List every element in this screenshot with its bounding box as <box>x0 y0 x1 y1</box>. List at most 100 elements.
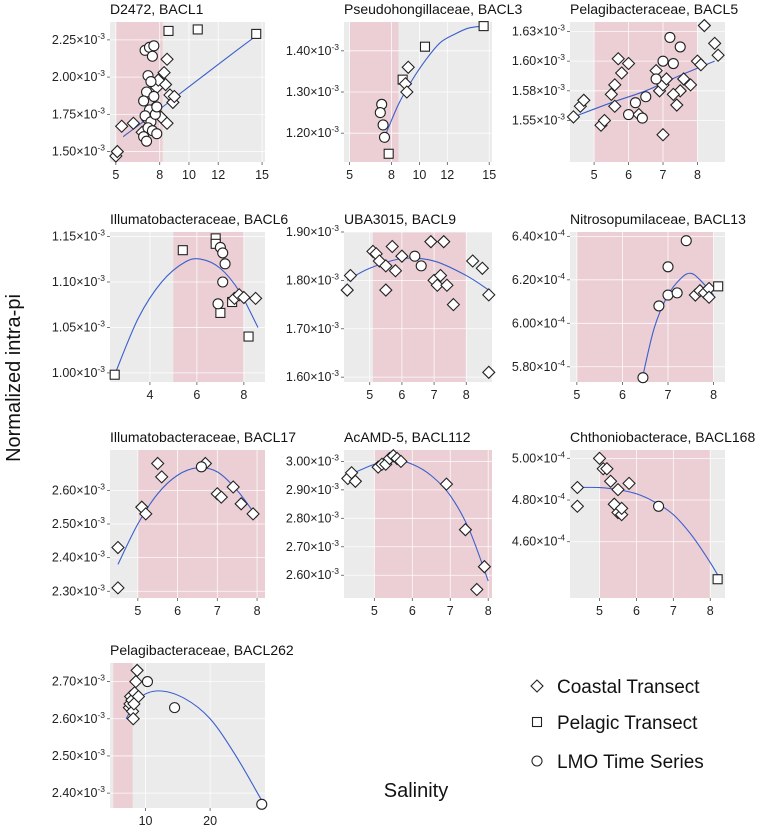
data-point <box>157 65 171 80</box>
x-tick-label: 15 <box>255 168 269 182</box>
x-tick-label: 8 <box>254 604 261 618</box>
data-point <box>470 582 484 597</box>
data-point <box>604 87 619 102</box>
x-tick-label: 8 <box>156 168 163 182</box>
data-point <box>409 250 421 262</box>
x-tick-label: 5 <box>366 388 373 402</box>
fit-line <box>383 25 483 138</box>
x-tick-label: 12 <box>440 168 454 182</box>
data-point <box>415 260 427 272</box>
y-tick-label: 2.70×10-3 <box>286 538 339 554</box>
data-point <box>251 28 262 39</box>
x-tick-label: 7 <box>670 604 677 618</box>
data-point <box>576 93 591 108</box>
data-point <box>653 300 665 312</box>
panel-title: Pelagibacteraceae, BACL262 <box>110 642 294 658</box>
y-tick-label: 1.15×10-3 <box>52 228 105 244</box>
salinity-band <box>576 232 714 382</box>
data-point <box>129 674 143 689</box>
data-point <box>130 663 144 678</box>
y-tick-label: 1.60×10-3 <box>286 368 339 384</box>
data-point <box>614 501 629 516</box>
points <box>340 234 496 380</box>
data-point <box>163 25 174 36</box>
data-point <box>711 48 725 62</box>
data-point <box>570 499 585 514</box>
panel-title: Illumatobacteraceae, BACL6 <box>110 211 288 227</box>
y-tick-label: 1.00×10-3 <box>52 364 105 380</box>
data-point <box>702 290 716 304</box>
data-point <box>138 95 150 107</box>
data-point <box>424 234 438 249</box>
data-point <box>340 283 354 297</box>
data-point <box>669 98 684 112</box>
data-point <box>348 474 363 489</box>
legend-item: Pelagic Transect <box>531 713 698 734</box>
data-point <box>395 249 409 263</box>
panel: Illumatobacteraceae, BACL17 5 6 7 8 2.30×10-3… <box>52 429 296 618</box>
panel: Chthoniobacterace, BACL168 5 6 7 8 4.60×10-4 4… <box>512 429 756 618</box>
data-point <box>439 477 454 491</box>
y-tick-label: 2.60×10-3 <box>52 710 105 726</box>
y-tick-label: 2.25×10-3 <box>52 31 105 47</box>
data-point <box>637 372 649 384</box>
data-point <box>374 107 386 119</box>
x-tick-label: 6 <box>633 604 640 618</box>
data-point <box>667 57 679 70</box>
data-point <box>614 66 629 80</box>
y-tick-label: 4.60×10-4 <box>512 533 565 549</box>
x-tick-label: 10 <box>139 814 153 828</box>
data-point <box>385 239 400 254</box>
data-point <box>419 41 431 52</box>
fit-group <box>642 272 715 376</box>
data-point <box>621 56 636 71</box>
fit-line <box>573 486 722 582</box>
data-point <box>662 289 674 301</box>
data-point <box>694 57 708 72</box>
legend-diamond-marker <box>530 679 544 693</box>
fit-group <box>383 25 483 138</box>
x-tick-label: 5 <box>112 168 119 182</box>
legend-item: Coastal Transect <box>530 677 700 698</box>
x-tick-label: 7 <box>660 168 667 182</box>
data-point <box>192 24 203 35</box>
data-point <box>256 798 268 810</box>
salinity-band <box>374 450 492 598</box>
data-point <box>160 116 174 131</box>
x-tick-label: 7 <box>431 388 438 402</box>
y-tick-label: 1.30×10-3 <box>286 83 339 99</box>
panel-title: UBA3015, BACL9 <box>344 211 456 227</box>
data-point <box>126 711 141 726</box>
data-point <box>600 461 614 476</box>
y-tick-label: 2.80×10-3 <box>286 509 339 525</box>
y-tick-label: 2.00×10-3 <box>52 68 105 84</box>
y-tick-label: 1.80×10-3 <box>286 271 339 287</box>
x-tick-label: 6 <box>193 388 200 402</box>
data-point <box>676 72 691 86</box>
data-point <box>169 702 181 714</box>
legend: Coastal Transect Pelagic Transect LMO Time… <box>530 677 704 773</box>
panel: D2472, BACL1 5 8 10 12 15 1.50×10-3 1.75×10-3 2.… <box>52 1 269 182</box>
data-point <box>388 263 403 278</box>
data-point <box>138 507 153 521</box>
y-tick-label: 4.80×10-4 <box>512 491 565 507</box>
data-point <box>217 276 229 288</box>
data-point <box>127 697 141 711</box>
x-tick-label: 6 <box>174 604 181 618</box>
y-tick-label: 2.30×10-3 <box>52 582 105 598</box>
x-tick-label: 8 <box>463 388 470 402</box>
panel-title: D2472, BACL1 <box>110 1 204 17</box>
data-point <box>111 581 125 595</box>
data-point <box>126 116 141 131</box>
data-point <box>629 97 641 109</box>
data-point <box>433 268 448 283</box>
data-point <box>377 119 389 131</box>
x-tick-label: 8 <box>710 388 717 402</box>
data-point <box>603 474 618 489</box>
y-tick-label: 1.60×10-3 <box>512 52 565 68</box>
y-tick-label: 5.00×10-4 <box>512 449 565 465</box>
data-point <box>214 490 229 504</box>
panel: Illumatobacteraceae, BACL6 4 6 8 1.00×10-3 1.… <box>52 211 289 402</box>
data-point <box>248 291 263 306</box>
fit-line <box>114 258 259 375</box>
